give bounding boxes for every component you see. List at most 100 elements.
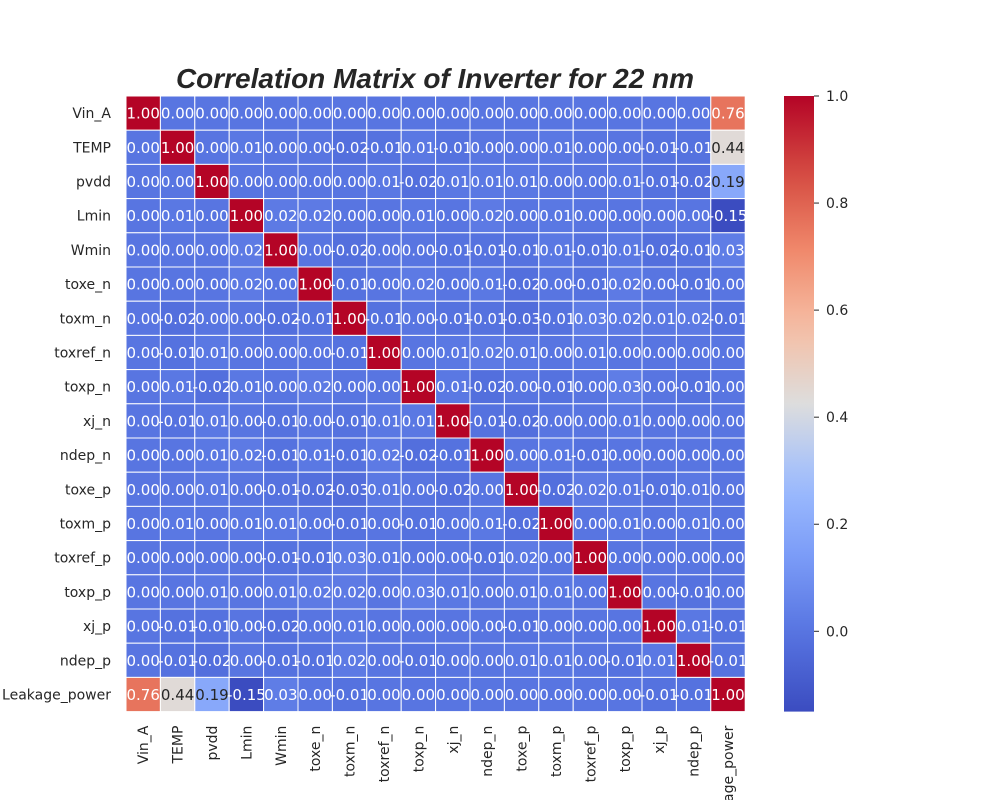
heatmap-cell [400,95,437,131]
heatmap-cell-value: 0.00 [126,139,159,157]
heatmap-cell-value: 0.00 [333,105,366,123]
heatmap-cell [435,163,471,200]
heatmap-cell-value: 1.00 [711,686,744,704]
heatmap-cell-value: 0.01 [539,241,572,259]
heatmap-cell-value: -0.01 [468,310,507,328]
heatmap-cell [710,369,746,405]
heatmap-cell-value: 0.01 [505,652,538,670]
heatmap-cell-value: 0.00 [608,139,641,157]
heatmap-cell [710,334,746,371]
heatmap-cell-value: -0.01 [468,549,507,567]
column-tick-label: pvdd [205,726,221,761]
heatmap-cell-value: -0.02 [502,515,541,533]
heatmap-cell-value: -0.01 [433,241,472,259]
row-tick-label: TEMP [72,140,111,156]
heatmap-cell [228,232,265,268]
heatmap-cell-value: 1.00 [505,481,538,499]
heatmap-cell [331,300,368,336]
heatmap-cell [641,334,677,371]
heatmap-cell [194,163,230,200]
heatmap-cell-value: 0.00 [711,276,744,294]
heatmap-cell-value: 0.00 [436,549,469,567]
heatmap-cell-value: 0.01 [608,173,641,191]
heatmap-cell-value: -0.01 [261,549,300,567]
heatmap-cell-value: -0.03 [330,481,369,499]
column-tick-label: toxp_n [411,726,427,773]
heatmap-cell-value: -0.01 [261,481,300,499]
heatmap-cell-value: 0.01 [539,139,572,157]
heatmap-cell-value: 0.02 [230,447,263,465]
heatmap-cell-value: 0.01 [402,207,435,225]
heatmap-cell-value: 0.00 [711,344,744,362]
heatmap-cell-value: 0.00 [402,310,435,328]
heatmap-cell-value: 0.02 [574,481,607,499]
heatmap-cell-value: -0.01 [709,310,748,328]
heatmap-cell [538,232,574,268]
heatmap-cell-value: 0.02 [505,549,538,567]
column-tick-label: Lmin [239,726,255,760]
row-tick-label: xj_n [83,414,111,430]
heatmap-cell-value: 0.00 [298,515,331,533]
row-tick-label: Vin_A [72,106,111,122]
heatmap-cell-value: 0.00 [711,378,744,396]
heatmap-cell [125,232,161,268]
heatmap-cell-value: -0.01 [433,447,472,465]
heatmap-cell-value: 0.00 [436,207,469,225]
heatmap-cell-value: 1.00 [642,618,675,636]
heatmap-cell-value: -0.01 [330,515,369,533]
heatmap-cell-value: 0.00 [539,412,572,430]
heatmap-cell-value: -0.01 [640,139,679,157]
heatmap-cell [469,334,505,371]
heatmap-cell-value: 0.00 [574,618,607,636]
heatmap-cell [366,505,402,542]
heatmap-cell-value: -0.02 [158,310,197,328]
heatmap-cell [675,505,712,542]
heatmap-cell [435,198,471,234]
heatmap-cell-value: 0.01 [195,344,228,362]
heatmap-cell-value: 0.00 [126,618,159,636]
heatmap-cell-value: 0.01 [367,481,400,499]
heatmap-cell [297,437,333,473]
heatmap-cell-value: 0.00 [367,105,400,123]
heatmap-cell [503,163,540,200]
heatmap-cell-value: 0.00 [195,549,228,567]
heatmap-cell-value: 0.00 [367,241,400,259]
heatmap-cell-value: 0.01 [195,583,228,601]
heatmap-cell [607,437,643,473]
heatmap-cell-value: 0.01 [230,139,263,157]
heatmap-cell-value: -0.01 [330,686,369,704]
column-tick-label: toxref_n [377,726,393,783]
heatmap-cell-value: 0.01 [642,310,675,328]
heatmap-cell [228,471,265,507]
heatmap-cell-value: -0.01 [502,241,541,259]
heatmap-cell-value: 0.00 [574,207,607,225]
heatmap-cell-value: -0.01 [158,412,197,430]
heatmap-cell-value: -0.01 [433,139,472,157]
heatmap-cell-value: 1.00 [677,652,710,670]
heatmap-cell-value: 0.01 [539,652,572,670]
colorbar-ticks: 0.0 0.2 0.4 0.6 0.8 1.0 [814,89,848,640]
heatmap-cell-value: 0.00 [195,105,228,123]
heatmap-cell [366,163,402,200]
column-tick-label: TEMP [171,726,187,765]
heatmap-cell-value: 0.00 [436,276,469,294]
heatmap-cell-value: 0.00 [367,515,400,533]
heatmap-cell-value: -0.01 [468,412,507,430]
row-tick-label: Wmin [71,243,111,259]
colorbar-tick-label: 0.0 [826,624,848,640]
heatmap-cell-value: 0.01 [161,515,194,533]
heatmap-cell-value: -0.02 [502,276,541,294]
heatmap-cell-value: 0.19 [195,686,228,704]
heatmap-cell-value: 0.00 [126,412,159,430]
heatmap-cell [297,129,333,165]
heatmap-cell-value: 0.00 [298,105,331,123]
heatmap-cell-value: 0.00 [470,481,503,499]
row-tick-labels: Vin_A TEMP pvdd Lmin Wmin toxe_n toxm_n toxref_… [2,106,111,703]
heatmap-cell-value: -0.01 [365,310,404,328]
heatmap-cell-value: 0.00 [126,583,159,601]
heatmap-cell-value: 0.00 [574,412,607,430]
heatmap-cell-value: 0.00 [402,618,435,636]
heatmap-cell [435,437,471,473]
heatmap-cell-value: 0.00 [470,105,503,123]
row-tick-label: pvdd [76,175,111,191]
